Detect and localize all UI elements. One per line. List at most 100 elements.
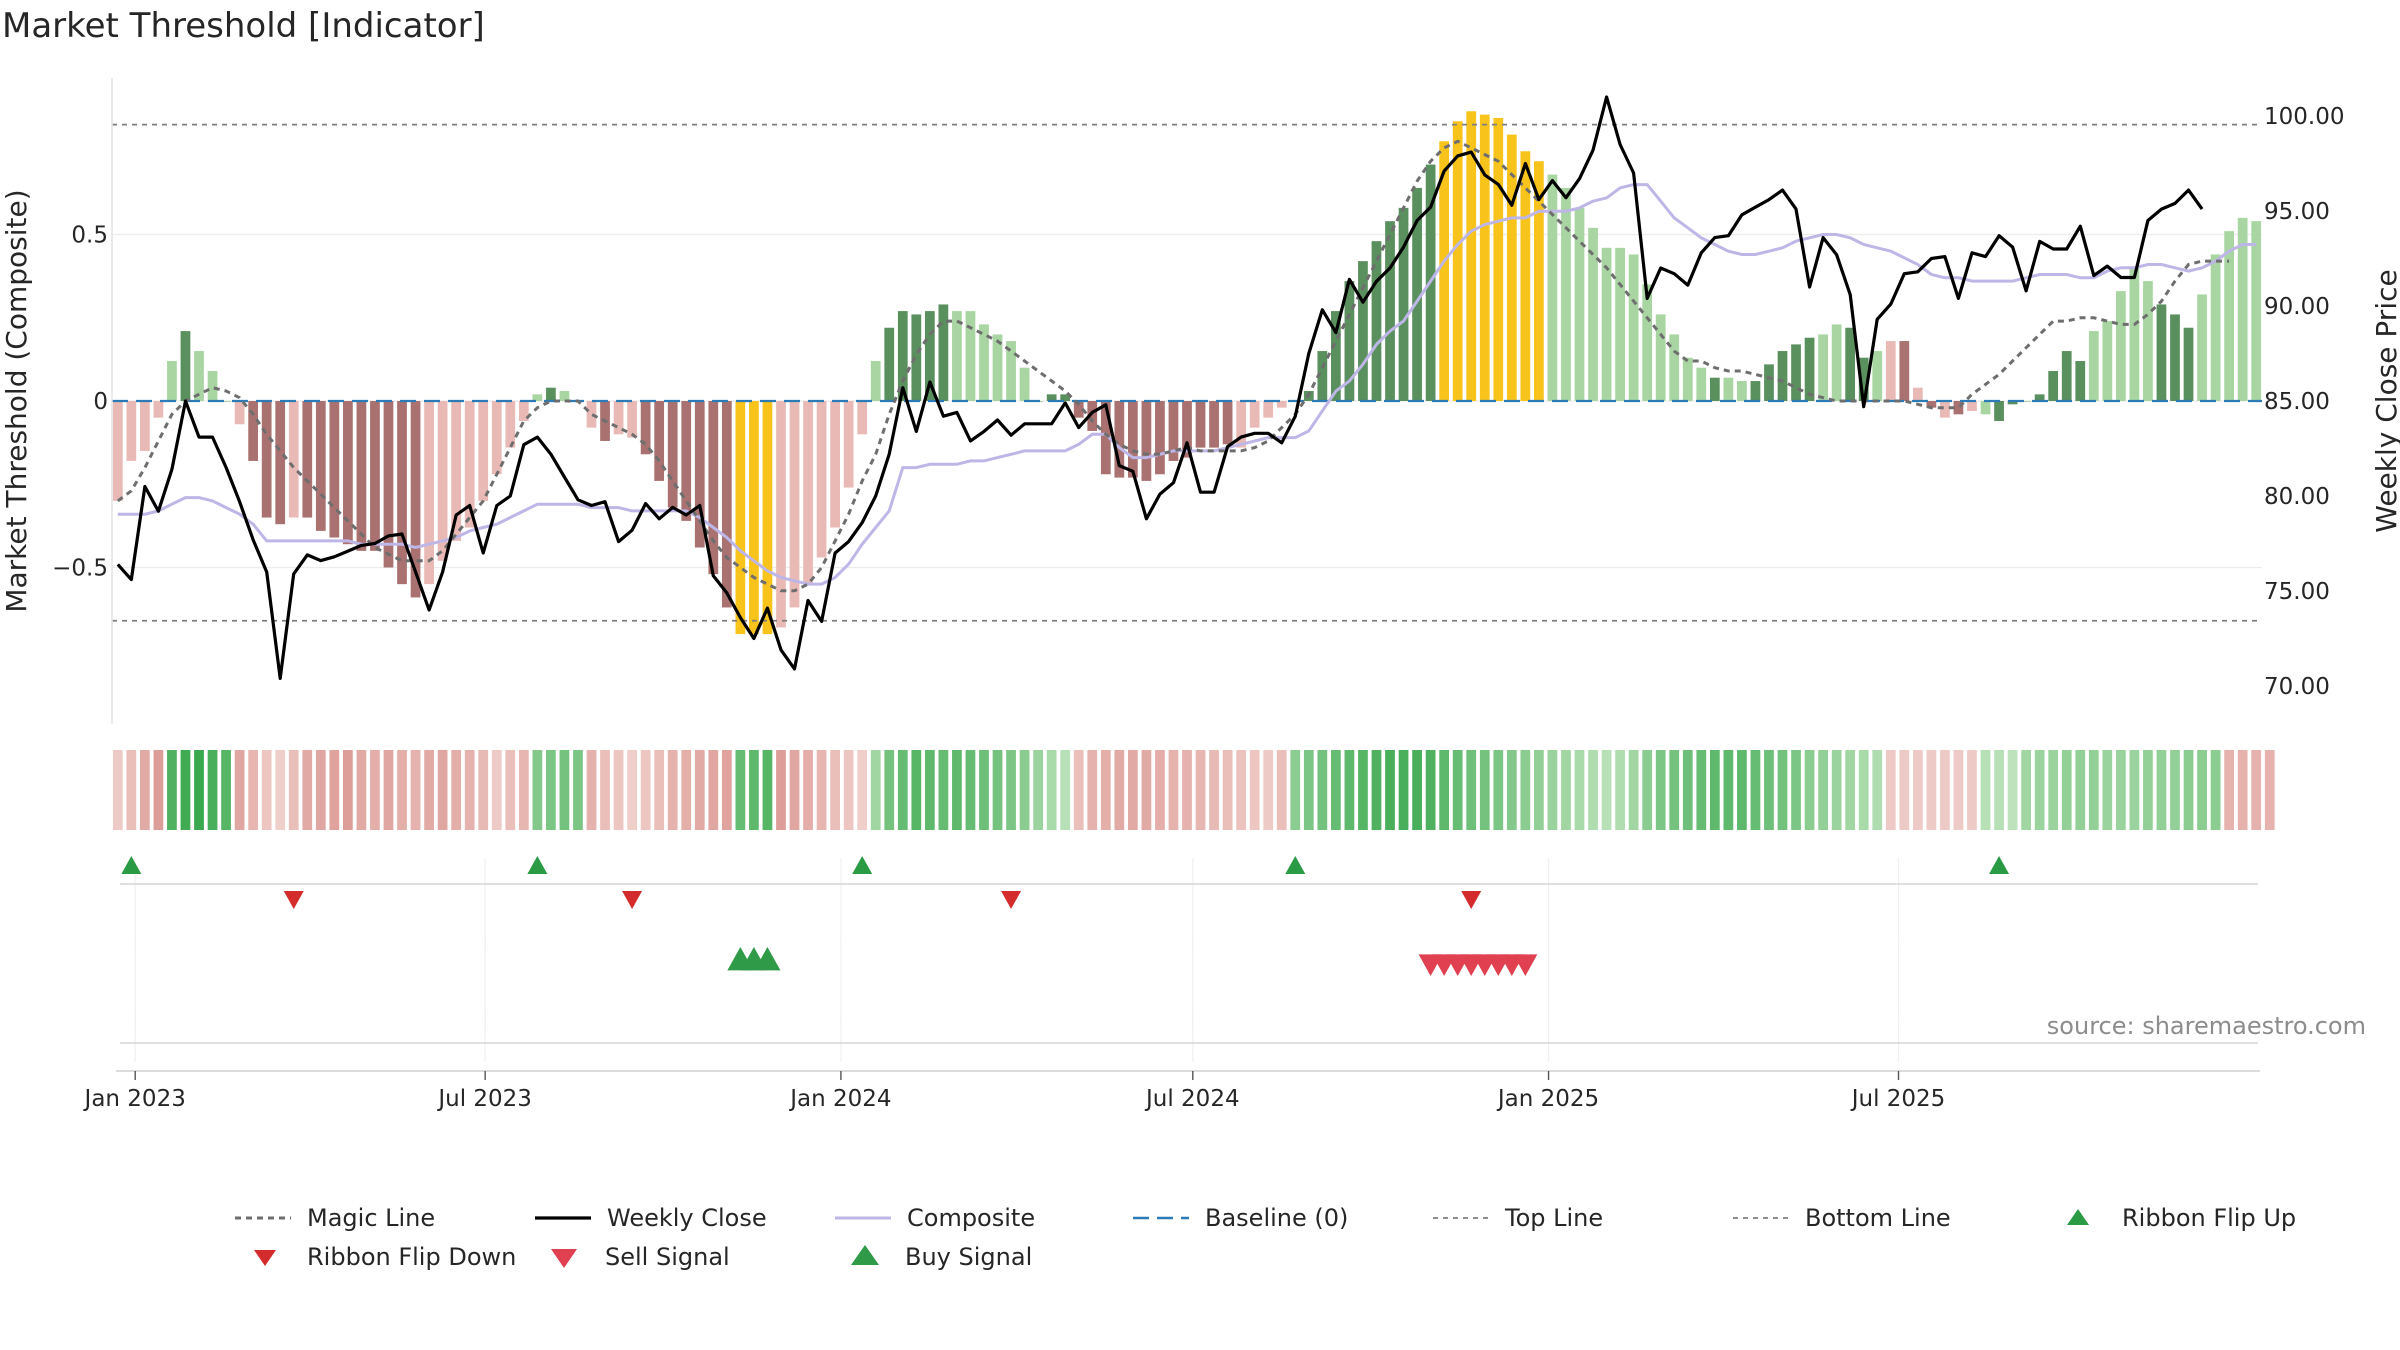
ribbon-cell [1344, 750, 1355, 830]
ribbon-cell [383, 750, 394, 830]
composite-bar [2210, 254, 2221, 401]
composite-bar [694, 401, 705, 548]
composite-bars [112, 111, 2262, 635]
ribbon-cell [1818, 750, 1828, 830]
ribbon-cell [1222, 750, 1233, 830]
ribbon-cell [897, 750, 908, 830]
ribbon-cell [627, 750, 637, 830]
ribbon-cell [952, 750, 962, 830]
composite-bar [2102, 321, 2113, 401]
composite-bar [1019, 367, 1030, 401]
ribbon-cell [2197, 750, 2207, 830]
legend-item-flipdown: Ribbon Flip Down [254, 1243, 516, 1271]
composite-bar [1182, 401, 1192, 458]
composite-bar [139, 401, 150, 451]
x-tick-label: Jul 2025 [1850, 1086, 1946, 1112]
ribbon-cell [1087, 750, 1098, 830]
composite-bar [1967, 401, 1977, 411]
composite-bar [288, 401, 299, 518]
composite-bar [816, 401, 827, 558]
ribbon-cell [302, 750, 313, 830]
ribbon-cell [1385, 750, 1395, 830]
composite-bar [721, 401, 732, 608]
ribbon-cell [1912, 750, 1923, 830]
composite-bar [1385, 221, 1395, 401]
ribbon-cell [248, 750, 259, 830]
composite-bar [2251, 221, 2262, 401]
x-tick-label: Jan 2023 [83, 1086, 186, 1112]
ribbon-cell [1141, 750, 1152, 830]
ribbon-cell [1615, 750, 1625, 830]
composite-bar [1628, 254, 1639, 401]
ribbon-cell [1750, 750, 1761, 830]
ribbon-cell [505, 750, 516, 830]
composite-bar [1764, 364, 1774, 401]
composite-bar [1696, 367, 1707, 401]
composite-bar [1046, 394, 1057, 401]
composite-line [117, 183, 2257, 586]
x-tick-label: Jul 2024 [1144, 1086, 1240, 1112]
ribbon-cell [451, 750, 462, 830]
ribbon-cell [1885, 750, 1896, 830]
legend-label: Buy Signal [905, 1243, 1032, 1271]
composite-bar [2156, 304, 2167, 401]
composite-bar [1087, 401, 1098, 431]
composite-bar [1371, 241, 1382, 401]
ribbon-cell [776, 750, 786, 830]
ribbon-cell [1601, 750, 1612, 830]
legend-label: Ribbon Flip Down [307, 1243, 516, 1271]
ribbon-cell [275, 750, 286, 830]
ribbon-cell [1791, 750, 1801, 830]
ribbon-cell [1155, 750, 1165, 830]
composite-bar [1709, 377, 1720, 401]
composite-bar [112, 401, 123, 501]
ribbon-flip-down-marker [283, 891, 304, 909]
ribbon-cell [2061, 750, 2072, 830]
composite-bar [478, 401, 489, 501]
composite-bar [1479, 114, 1490, 401]
composite-bar [1682, 357, 1693, 401]
ribbon-cell [735, 750, 746, 830]
ribbon-cell [343, 750, 353, 830]
composite-bar [1588, 227, 1598, 401]
composite-bar [1899, 341, 1910, 401]
ribbon-cell [1195, 750, 1206, 830]
legend-swatch [851, 1245, 879, 1265]
ribbon-flip-down-marker [1461, 891, 1482, 909]
ribbon-cell [2088, 750, 2099, 830]
series-lines [112, 95, 2262, 681]
composite-bar [1317, 351, 1328, 401]
composite-bar [424, 401, 434, 585]
ribbon-cell [356, 750, 367, 830]
ribbon-cell [2237, 750, 2248, 830]
ribbon-cell [1953, 750, 1964, 830]
composite-bar [370, 401, 380, 551]
ribbon-cell [1127, 750, 1138, 830]
ribbon-cell [1371, 750, 1382, 830]
composite-bar [1155, 401, 1165, 475]
ribbon-cell [532, 750, 543, 830]
ribbon-cell [613, 750, 624, 830]
ribbon-cell [2048, 750, 2059, 830]
composite-bar [180, 331, 191, 401]
ribbon-cell [1452, 750, 1463, 830]
magic-line [116, 139, 2230, 593]
ribbon-cell [2034, 750, 2045, 830]
ribbon-cell [1303, 750, 1314, 830]
ribbon-cell [1466, 750, 1477, 830]
ribbon-cell [1331, 750, 1341, 830]
composite-bar [1439, 141, 1450, 401]
legend-item-top: Top Line [1433, 1204, 1603, 1232]
composite-bar [315, 401, 326, 531]
ribbon-cell [1412, 750, 1422, 830]
composite-bar [979, 324, 989, 401]
ribbon-cell [573, 750, 583, 830]
ribbon-cell [1980, 750, 1991, 830]
ribbon-flip-down-marker [1001, 891, 1022, 909]
legend-item-close: Weekly Close [535, 1204, 767, 1232]
composite-bar [735, 401, 746, 635]
composite-bar [1601, 247, 1612, 401]
ribbon-cell [1547, 750, 1558, 830]
composite-bar [1344, 281, 1355, 401]
